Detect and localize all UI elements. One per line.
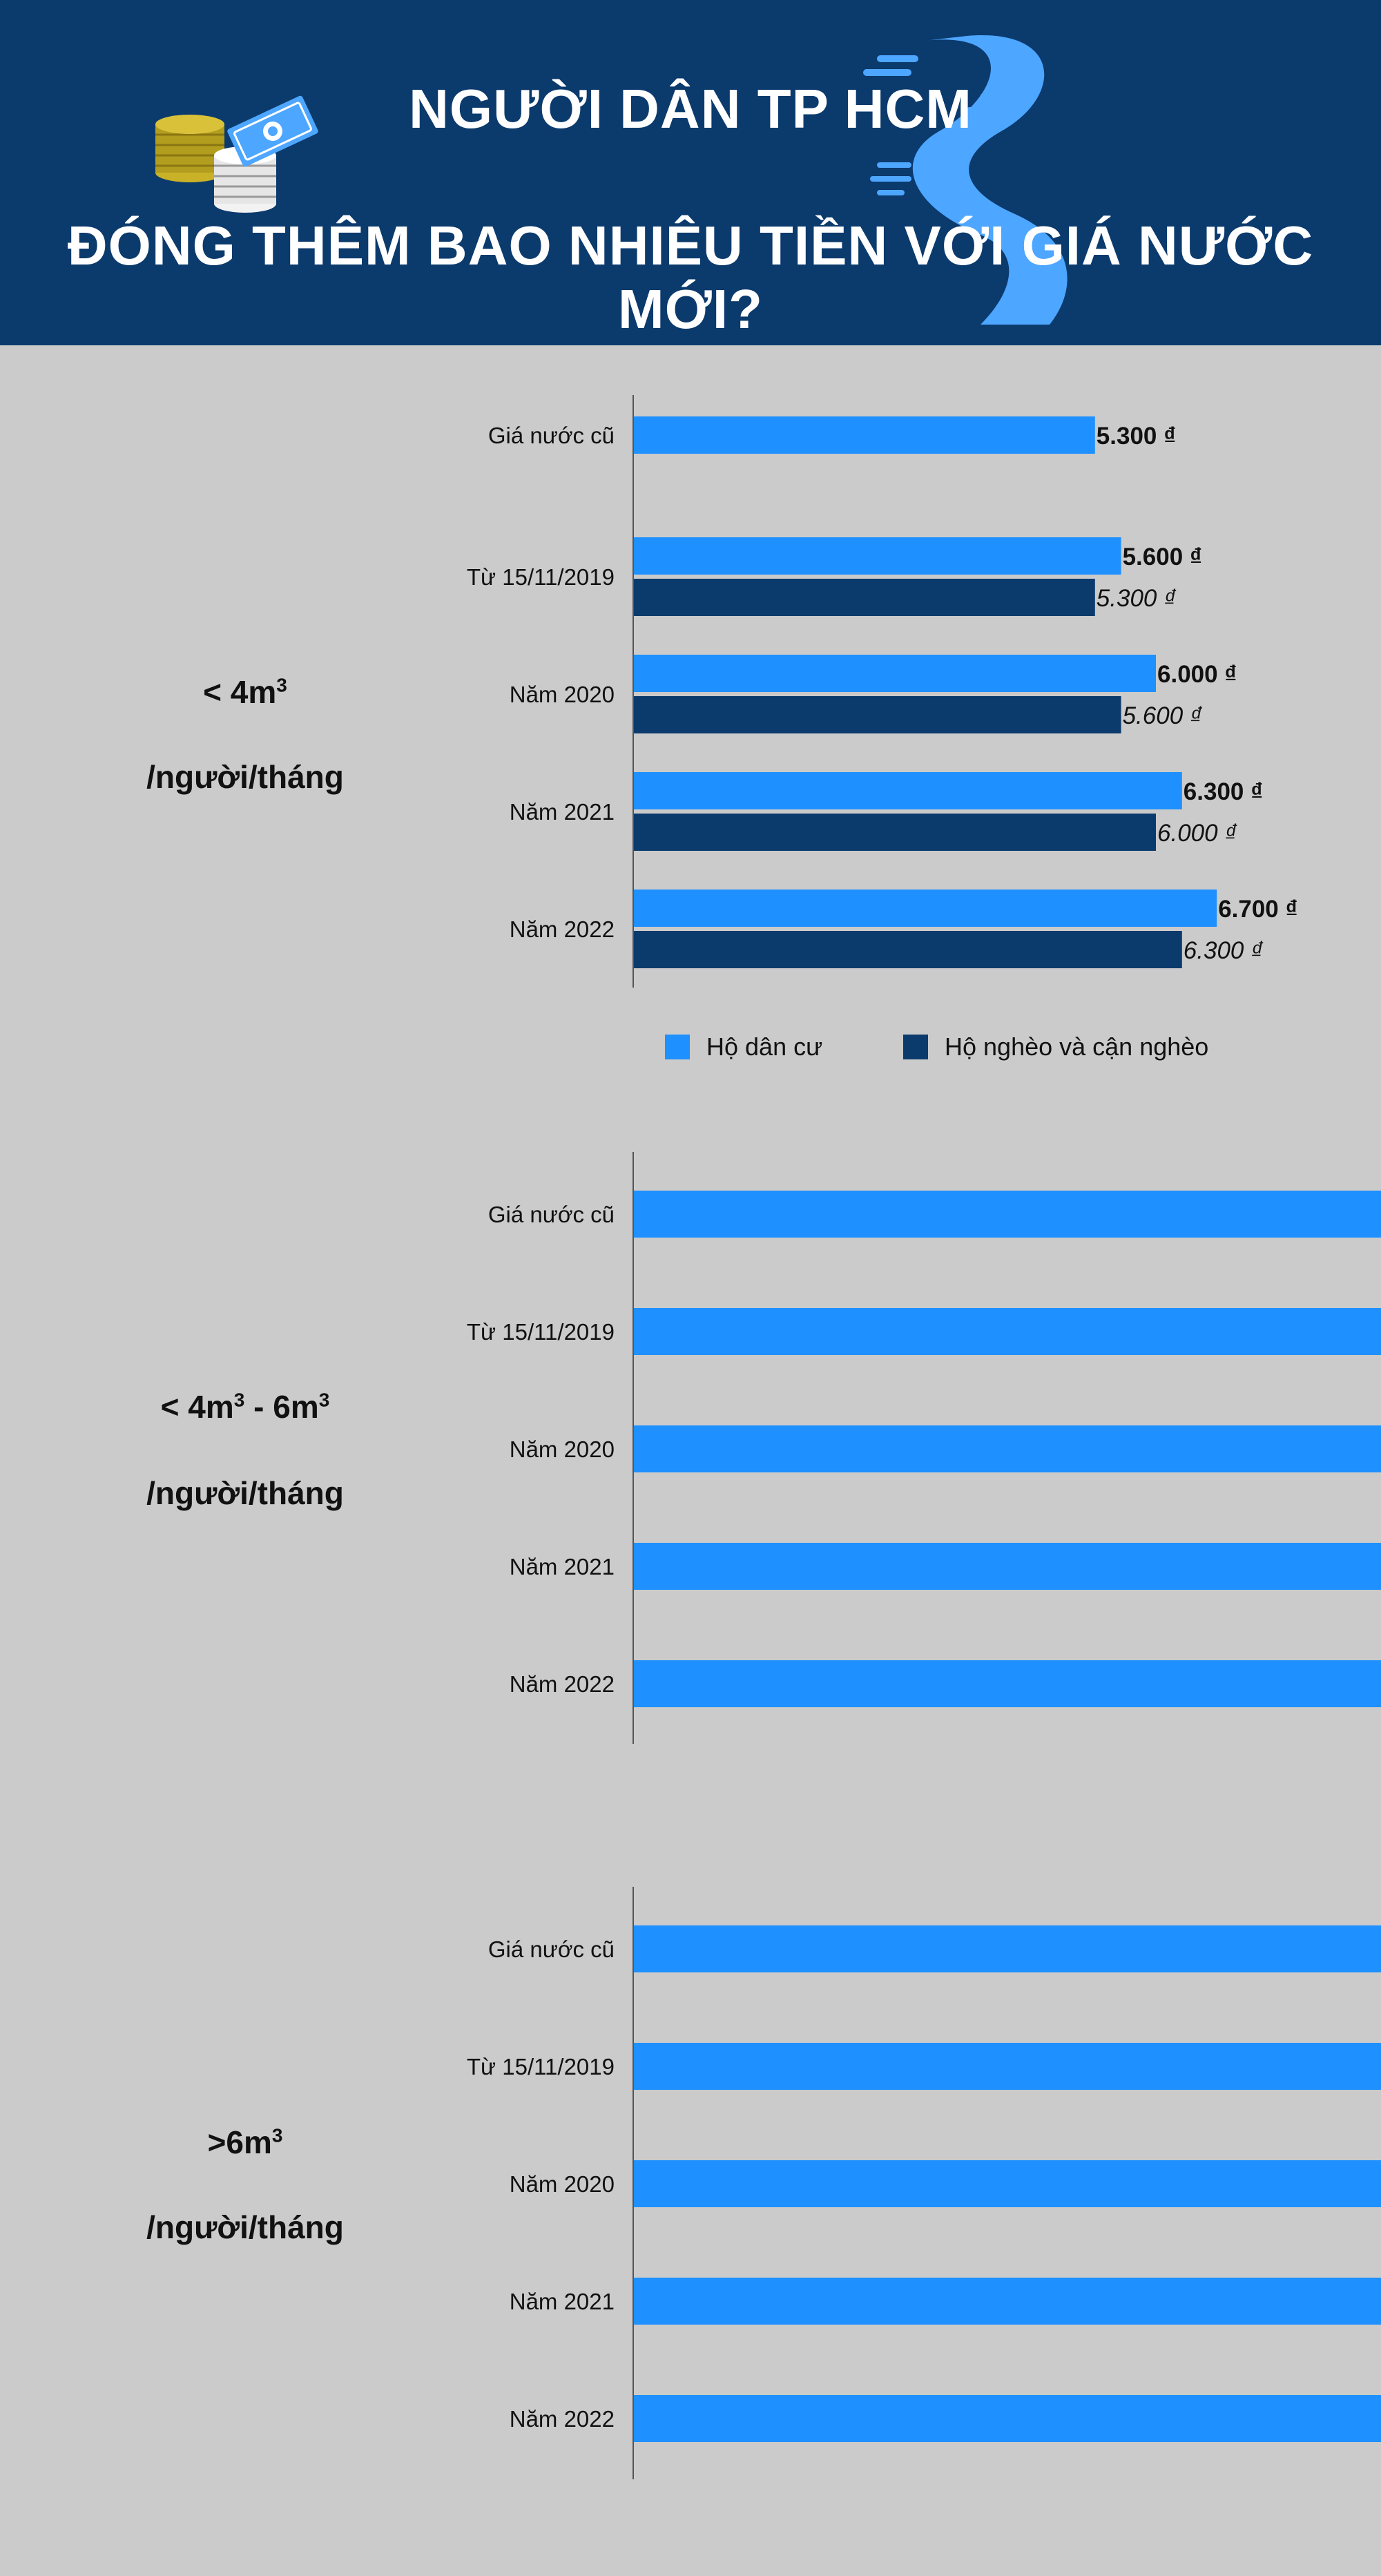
category-label: Giá nước cũ: [488, 423, 615, 448]
section-2-label: < 4m3 - 6m3: [0, 1388, 490, 1425]
bar-household: [634, 890, 1217, 927]
category-label: Từ 15/11/2019: [467, 1319, 615, 1345]
category-label: Năm 2020: [510, 1436, 615, 1462]
category-label: Năm 2022: [510, 916, 615, 942]
section-2-unit-sup: 3: [233, 1389, 245, 1411]
bar-household: [634, 2043, 1381, 2090]
bar-household: [634, 772, 1182, 809]
section-3-label: >6m3: [0, 2124, 490, 2161]
bar-household: [634, 2278, 1381, 2325]
legend-poor: Hộ nghèo và cận nghèo: [903, 1032, 1208, 1061]
banknote-icon: [227, 95, 318, 167]
bar-poor-household: [634, 814, 1156, 851]
bar-household: [634, 2395, 1381, 2442]
bar-poor-household: [634, 931, 1182, 968]
title-line-1: NGƯỜI DÂN TP HCM: [409, 78, 972, 140]
category-label: Giá nước cũ: [488, 1202, 615, 1227]
category-label: Năm 2022: [510, 2406, 615, 2432]
data-label-household: 6.700 ₫: [1218, 896, 1297, 923]
section-3-unit-sup: 3: [271, 2124, 283, 2146]
water-stream-icon: [863, 35, 1068, 325]
bar-household: [634, 537, 1121, 575]
legend-household-label: Hộ dân cư: [706, 1032, 823, 1061]
data-label-household: 5.600 ₫: [1123, 544, 1202, 570]
data-label-poor: 6.300 ₫: [1184, 937, 1264, 964]
bar-household: [634, 1543, 1381, 1590]
section-2-unit-tail: - 6m: [244, 1389, 319, 1425]
header-illustration: [155, 35, 1068, 325]
category-label: Năm 2020: [510, 682, 615, 707]
category-label: Từ 15/11/2019: [467, 2054, 615, 2079]
data-label-household: 6.000 ₫: [1157, 661, 1237, 688]
section-1-label: < 4m3: [0, 673, 490, 711]
data-label-poor: 5.600 ₫: [1123, 702, 1203, 729]
title-line-2: ĐÓNG THÊM BAO NHIÊU TIỀN VỚI GIÁ NƯỚC MỚ…: [67, 215, 1314, 340]
data-label-poor: 6.000 ₫: [1157, 820, 1237, 847]
data-label-household: 5.300 ₫: [1097, 423, 1176, 450]
section-1-per-label: /người/tháng: [146, 759, 344, 795]
legend-poor-swatch: [903, 1035, 928, 1059]
section-3-per-label: /người/tháng: [146, 2209, 344, 2245]
section-1-unit-sup: 3: [276, 674, 287, 696]
bar-poor-household: [634, 579, 1095, 616]
category-label: Năm 2021: [510, 1554, 615, 1579]
header-banner: NGƯỜI DÂN TP HCM ĐÓNG THÊM BAO NHIÊU TIỀ…: [0, 0, 1381, 345]
section-1-unit: < 4m: [203, 674, 277, 710]
legend-household-swatch: [665, 1035, 690, 1059]
category-label: Từ 15/11/2019: [467, 564, 615, 590]
bar-household: [634, 1925, 1381, 1972]
category-label: Năm 2021: [510, 799, 615, 825]
section-2-unit: < 4m: [160, 1389, 234, 1425]
legend-household: Hộ dân cư: [665, 1032, 822, 1061]
bar-household: [634, 2160, 1381, 2207]
bar-household: [634, 1425, 1381, 1472]
bar-household: [634, 1191, 1381, 1238]
bar-household: [634, 655, 1156, 692]
data-label-poor: 5.300 ₫: [1097, 585, 1177, 612]
section-2-per-label: /người/tháng: [146, 1475, 344, 1511]
bar-poor-household: [634, 696, 1121, 733]
category-label: Giá nước cũ: [488, 1936, 615, 1962]
section-2-unit-sup-2: 3: [318, 1389, 330, 1411]
category-label: Năm 2021: [510, 2289, 615, 2314]
section-3-unit: >6m: [207, 2124, 272, 2160]
category-label: Năm 2020: [510, 2171, 615, 2197]
bar-household: [634, 1308, 1381, 1355]
bar-household: [634, 1660, 1381, 1707]
data-label-household: 6.300 ₫: [1184, 778, 1263, 805]
category-label: Năm 2022: [510, 1671, 615, 1697]
legend-poor-label: Hộ nghèo và cận nghèo: [945, 1032, 1209, 1061]
bar-household: [634, 416, 1095, 454]
